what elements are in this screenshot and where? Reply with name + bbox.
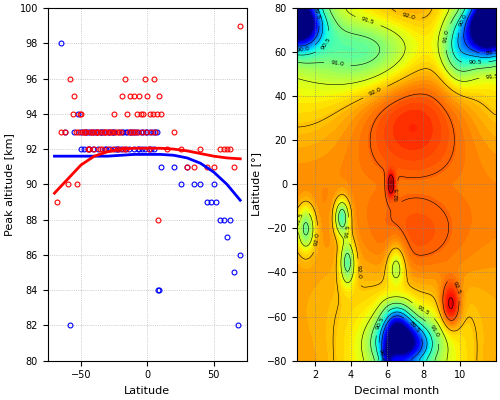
Y-axis label: Latitude [°]: Latitude [°] (251, 152, 261, 216)
Text: 92.0: 92.0 (368, 87, 382, 97)
Text: 89.5: 89.5 (312, 6, 320, 20)
Text: 90.5: 90.5 (376, 315, 386, 330)
Text: 91.5: 91.5 (416, 305, 430, 316)
Text: 92.0: 92.0 (314, 232, 320, 246)
Text: 91.5: 91.5 (344, 224, 350, 238)
Text: 90.5: 90.5 (320, 36, 332, 51)
Text: 89.5: 89.5 (408, 321, 420, 334)
Text: 92.5: 92.5 (452, 280, 462, 295)
Y-axis label: Peak altitude [km]: Peak altitude [km] (4, 133, 14, 236)
Text: 91.0: 91.0 (330, 60, 344, 67)
Text: 91.5: 91.5 (295, 212, 305, 226)
Text: 89.5: 89.5 (486, 50, 500, 56)
Text: 90.5: 90.5 (468, 59, 482, 65)
X-axis label: Latitude: Latitude (124, 386, 170, 396)
Text: 90.0: 90.0 (458, 13, 468, 27)
Text: 90.0: 90.0 (377, 349, 384, 363)
Text: 90.0: 90.0 (296, 46, 310, 53)
Text: 91.5: 91.5 (360, 17, 376, 26)
Text: 92.5: 92.5 (394, 187, 400, 201)
Text: 92.0: 92.0 (356, 265, 362, 279)
Text: 91.0: 91.0 (429, 324, 440, 338)
Text: 92.0: 92.0 (402, 12, 416, 20)
X-axis label: Decimal month: Decimal month (354, 386, 439, 396)
Text: 91.5: 91.5 (486, 74, 500, 80)
Text: 91.0: 91.0 (443, 29, 450, 44)
